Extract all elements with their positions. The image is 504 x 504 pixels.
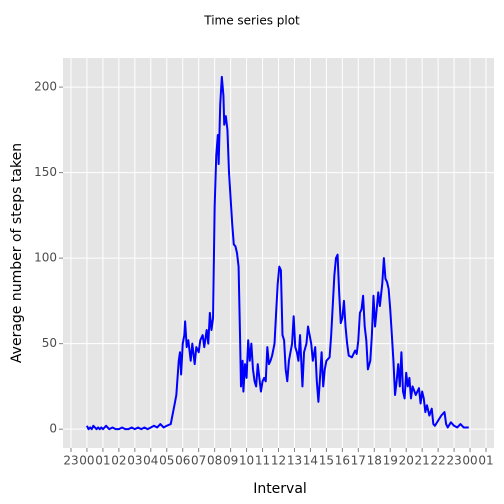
x-tick-label: 00 — [79, 454, 94, 468]
y-tick-label: 100 — [34, 251, 57, 265]
x-tick-label: 00 — [462, 454, 477, 468]
y-tick-label: 200 — [34, 80, 57, 94]
x-tick-label: 16 — [335, 454, 350, 468]
x-tick-label: 17 — [351, 454, 366, 468]
y-tick-label: 50 — [42, 336, 57, 350]
x-tick-label: 08 — [207, 454, 222, 468]
x-tick-label: 01 — [478, 454, 493, 468]
x-tick-label: 11 — [255, 454, 270, 468]
x-tick-label: 03 — [127, 454, 142, 468]
x-tick-label: 19 — [383, 454, 398, 468]
x-tick-label: 05 — [159, 454, 174, 468]
x-tick-label: 09 — [223, 454, 238, 468]
chart-title: Time series plot — [203, 14, 300, 28]
y-axis-label: Average number of steps taken — [9, 143, 25, 363]
x-tick-label: 23 — [63, 454, 78, 468]
x-tick-label: 22 — [430, 454, 445, 468]
x-tick-label: 02 — [111, 454, 126, 468]
x-tick-label: 04 — [143, 454, 158, 468]
x-axis-label: Interval — [253, 481, 307, 497]
x-tick-label: 14 — [303, 454, 318, 468]
x-tick-label: 01 — [95, 454, 110, 468]
x-tick-label: 06 — [175, 454, 190, 468]
y-tick-label: 0 — [49, 422, 57, 436]
line — [86, 75, 469, 431]
x-tick-label: 10 — [239, 454, 254, 468]
x-tick-label: 21 — [415, 454, 430, 468]
x-tick-label: 20 — [399, 454, 414, 468]
x-tick-label: 23 — [446, 454, 461, 468]
x-tick-label: 13 — [287, 454, 302, 468]
x-tick-label: 12 — [271, 454, 286, 468]
x-tick-label: 18 — [367, 454, 382, 468]
y-tick-label: 150 — [34, 165, 57, 179]
x-tick-label: 07 — [191, 454, 206, 468]
x-tick-label: 15 — [319, 454, 334, 468]
